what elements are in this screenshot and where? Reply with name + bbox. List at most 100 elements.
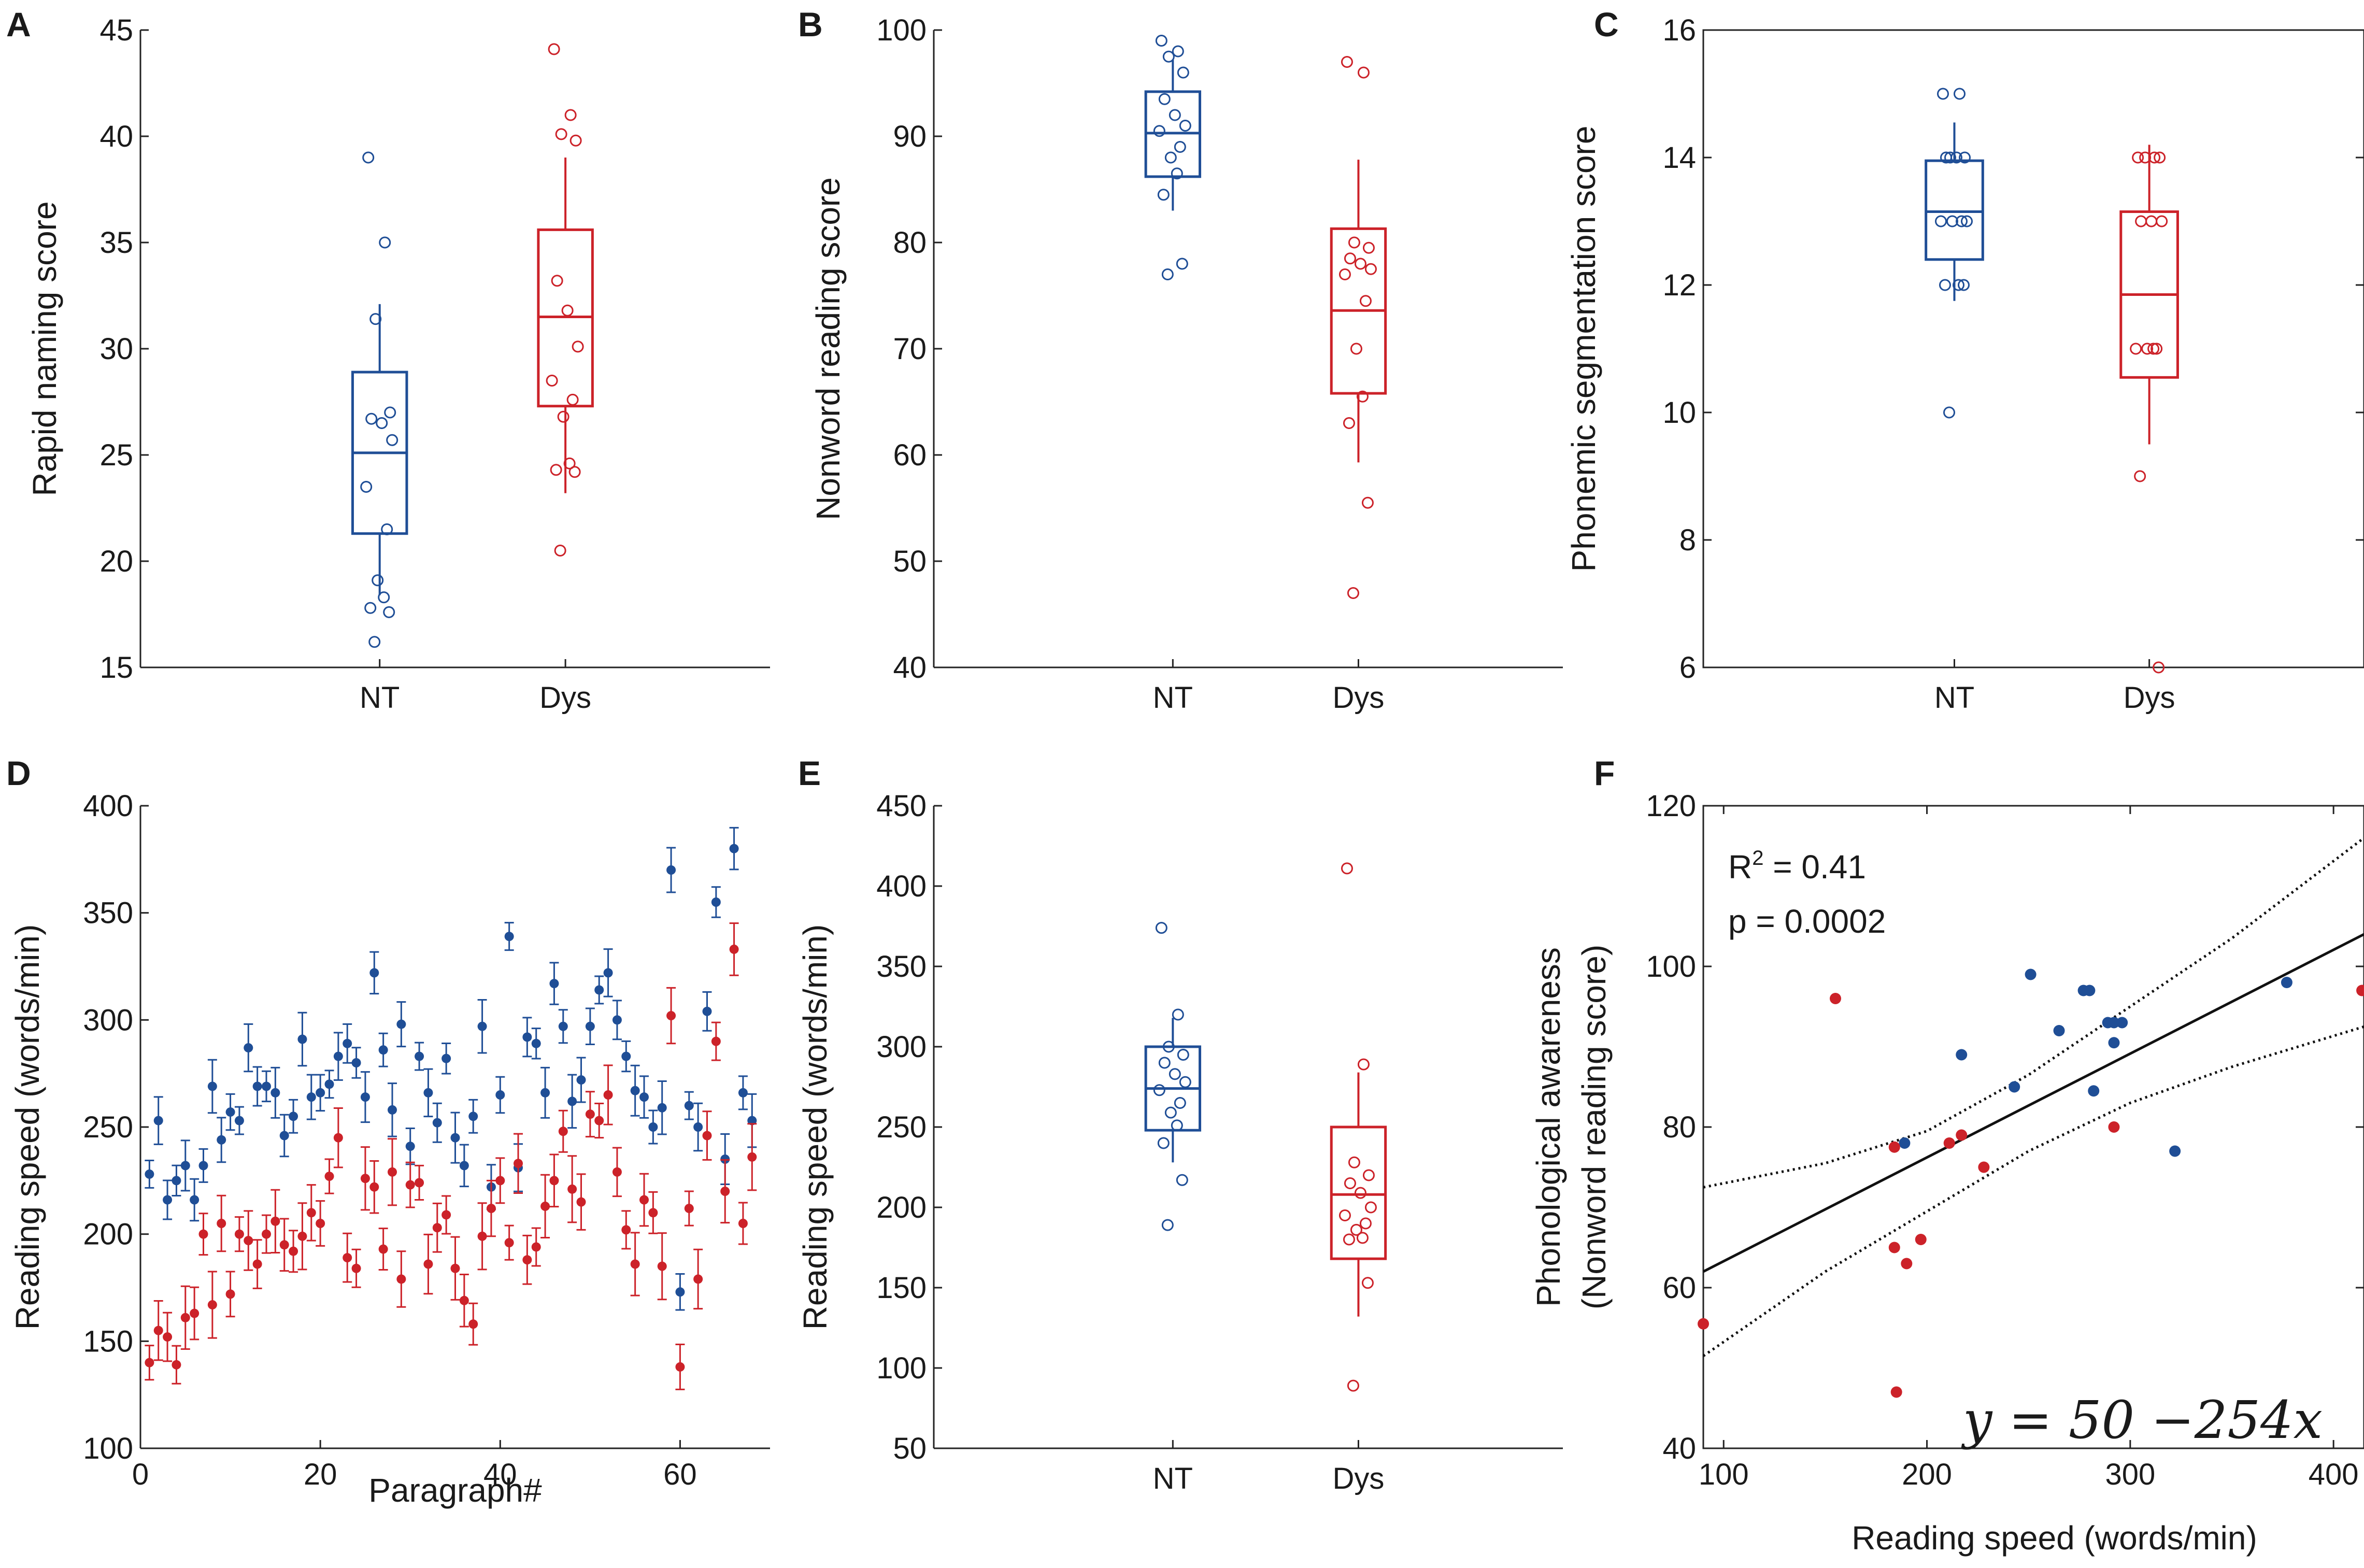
data-point (495, 1090, 505, 1100)
data-point (1944, 151, 1956, 164)
data-point (567, 1184, 577, 1194)
series-nt (1925, 88, 1984, 419)
data-point (1341, 56, 1353, 68)
data-point (738, 1088, 748, 1097)
panel-f: F 40 60 80 100 120 100 200 300 400 Reading speed (… (1530, 754, 2364, 1557)
series-nt (145, 826, 757, 1311)
data-point (1943, 406, 1955, 419)
data-point (558, 1021, 568, 1031)
data-point (1946, 215, 1958, 227)
data-point (630, 1259, 640, 1269)
data-point (1830, 993, 1841, 1004)
data-point (163, 1332, 173, 1342)
data-point (1354, 258, 1366, 270)
data-point (1344, 252, 1356, 265)
data-point (1164, 151, 1177, 164)
data-point (244, 1043, 253, 1053)
data-point (333, 1051, 343, 1061)
r-squared-superscript: 2 (1752, 847, 1763, 869)
data-point (621, 1225, 631, 1235)
panel-c: C 6 8 10 12 14 16 NT Dys Phonemic segmentation sc… (1565, 5, 2364, 715)
data-point (343, 1038, 352, 1048)
data-point (1362, 1169, 1375, 1181)
data-point (423, 1088, 433, 1097)
data-point (297, 1034, 307, 1044)
x-tick-label: 0 (132, 1458, 149, 1491)
data-point (442, 1053, 451, 1063)
data-point (522, 1255, 532, 1265)
data-point (675, 1362, 685, 1372)
data-point (550, 464, 562, 476)
data-point (657, 1103, 667, 1113)
data-point (2147, 343, 2160, 355)
x-category-label: NT (1153, 681, 1193, 715)
data-point (1350, 1223, 1362, 1236)
data-point (1356, 390, 1369, 403)
series-dys (1698, 985, 2364, 1398)
x-category-label: NT (1934, 681, 1974, 715)
series-dys (1330, 56, 1387, 599)
data-point (198, 1229, 208, 1239)
panel-letter: D (6, 754, 31, 792)
data-point (2108, 1037, 2120, 1049)
data-point (2145, 215, 2158, 227)
data-point (585, 1021, 595, 1031)
data-point (2134, 470, 2146, 482)
data-point (648, 1208, 658, 1218)
data-point (540, 1201, 550, 1211)
data-point (2356, 985, 2364, 996)
data-point (572, 340, 584, 353)
r-squared-text: R2 = 0.41 (1728, 847, 1866, 886)
y-tick-label: 100 (876, 1351, 927, 1385)
data-point (657, 1261, 667, 1271)
data-point (555, 128, 567, 140)
data-point (666, 1011, 676, 1021)
y-axis-label: Rapid naming score (26, 201, 63, 496)
data-point (1177, 66, 1189, 79)
data-point (1174, 141, 1186, 153)
data-point (1364, 263, 1377, 275)
panel-letter: B (798, 5, 823, 44)
data-point (1354, 1187, 1366, 1199)
data-point (415, 1178, 424, 1188)
data-point (666, 865, 676, 875)
panel-letter: F (1594, 754, 1615, 792)
data-point (1956, 1049, 1968, 1061)
y-tick-label: 80 (1662, 1110, 1696, 1144)
data-point (1153, 1084, 1165, 1096)
x-axis-label: Reading speed (words/min) (1852, 1519, 2257, 1557)
x-category-label: Dys (539, 681, 591, 715)
data-point (365, 412, 378, 425)
data-point (1158, 93, 1171, 105)
data-point (415, 1051, 424, 1061)
data-point (234, 1116, 244, 1125)
data-point (612, 1015, 622, 1025)
data-point (306, 1092, 316, 1102)
data-point (1343, 417, 1355, 429)
y-tick-label: 100 (1646, 950, 1696, 983)
data-point (1950, 151, 1962, 164)
data-point (1162, 50, 1175, 63)
data-point (1888, 1242, 1900, 1253)
data-point (1158, 1057, 1171, 1069)
data-point (244, 1236, 253, 1246)
y-tick-label: 80 (893, 226, 927, 260)
y-tick-label: 40 (99, 120, 133, 153)
data-point (747, 1152, 757, 1162)
data-point (531, 1242, 541, 1252)
axes-frame (1702, 805, 2364, 1449)
data-point (351, 1263, 361, 1273)
data-point (386, 434, 398, 446)
data-point (1155, 35, 1167, 47)
series-dys (2119, 145, 2179, 674)
data-point (702, 1131, 712, 1141)
x-category-label: NT (1153, 1462, 1193, 1495)
x-tick-label: 20 (304, 1458, 337, 1491)
data-point (2009, 1081, 2020, 1093)
data-point (369, 1182, 379, 1192)
data-point (2132, 151, 2144, 164)
data-point (207, 1081, 217, 1091)
y-tick-label: 200 (876, 1191, 927, 1224)
data-point (316, 1088, 325, 1097)
y-tick-label: 40 (893, 651, 927, 685)
